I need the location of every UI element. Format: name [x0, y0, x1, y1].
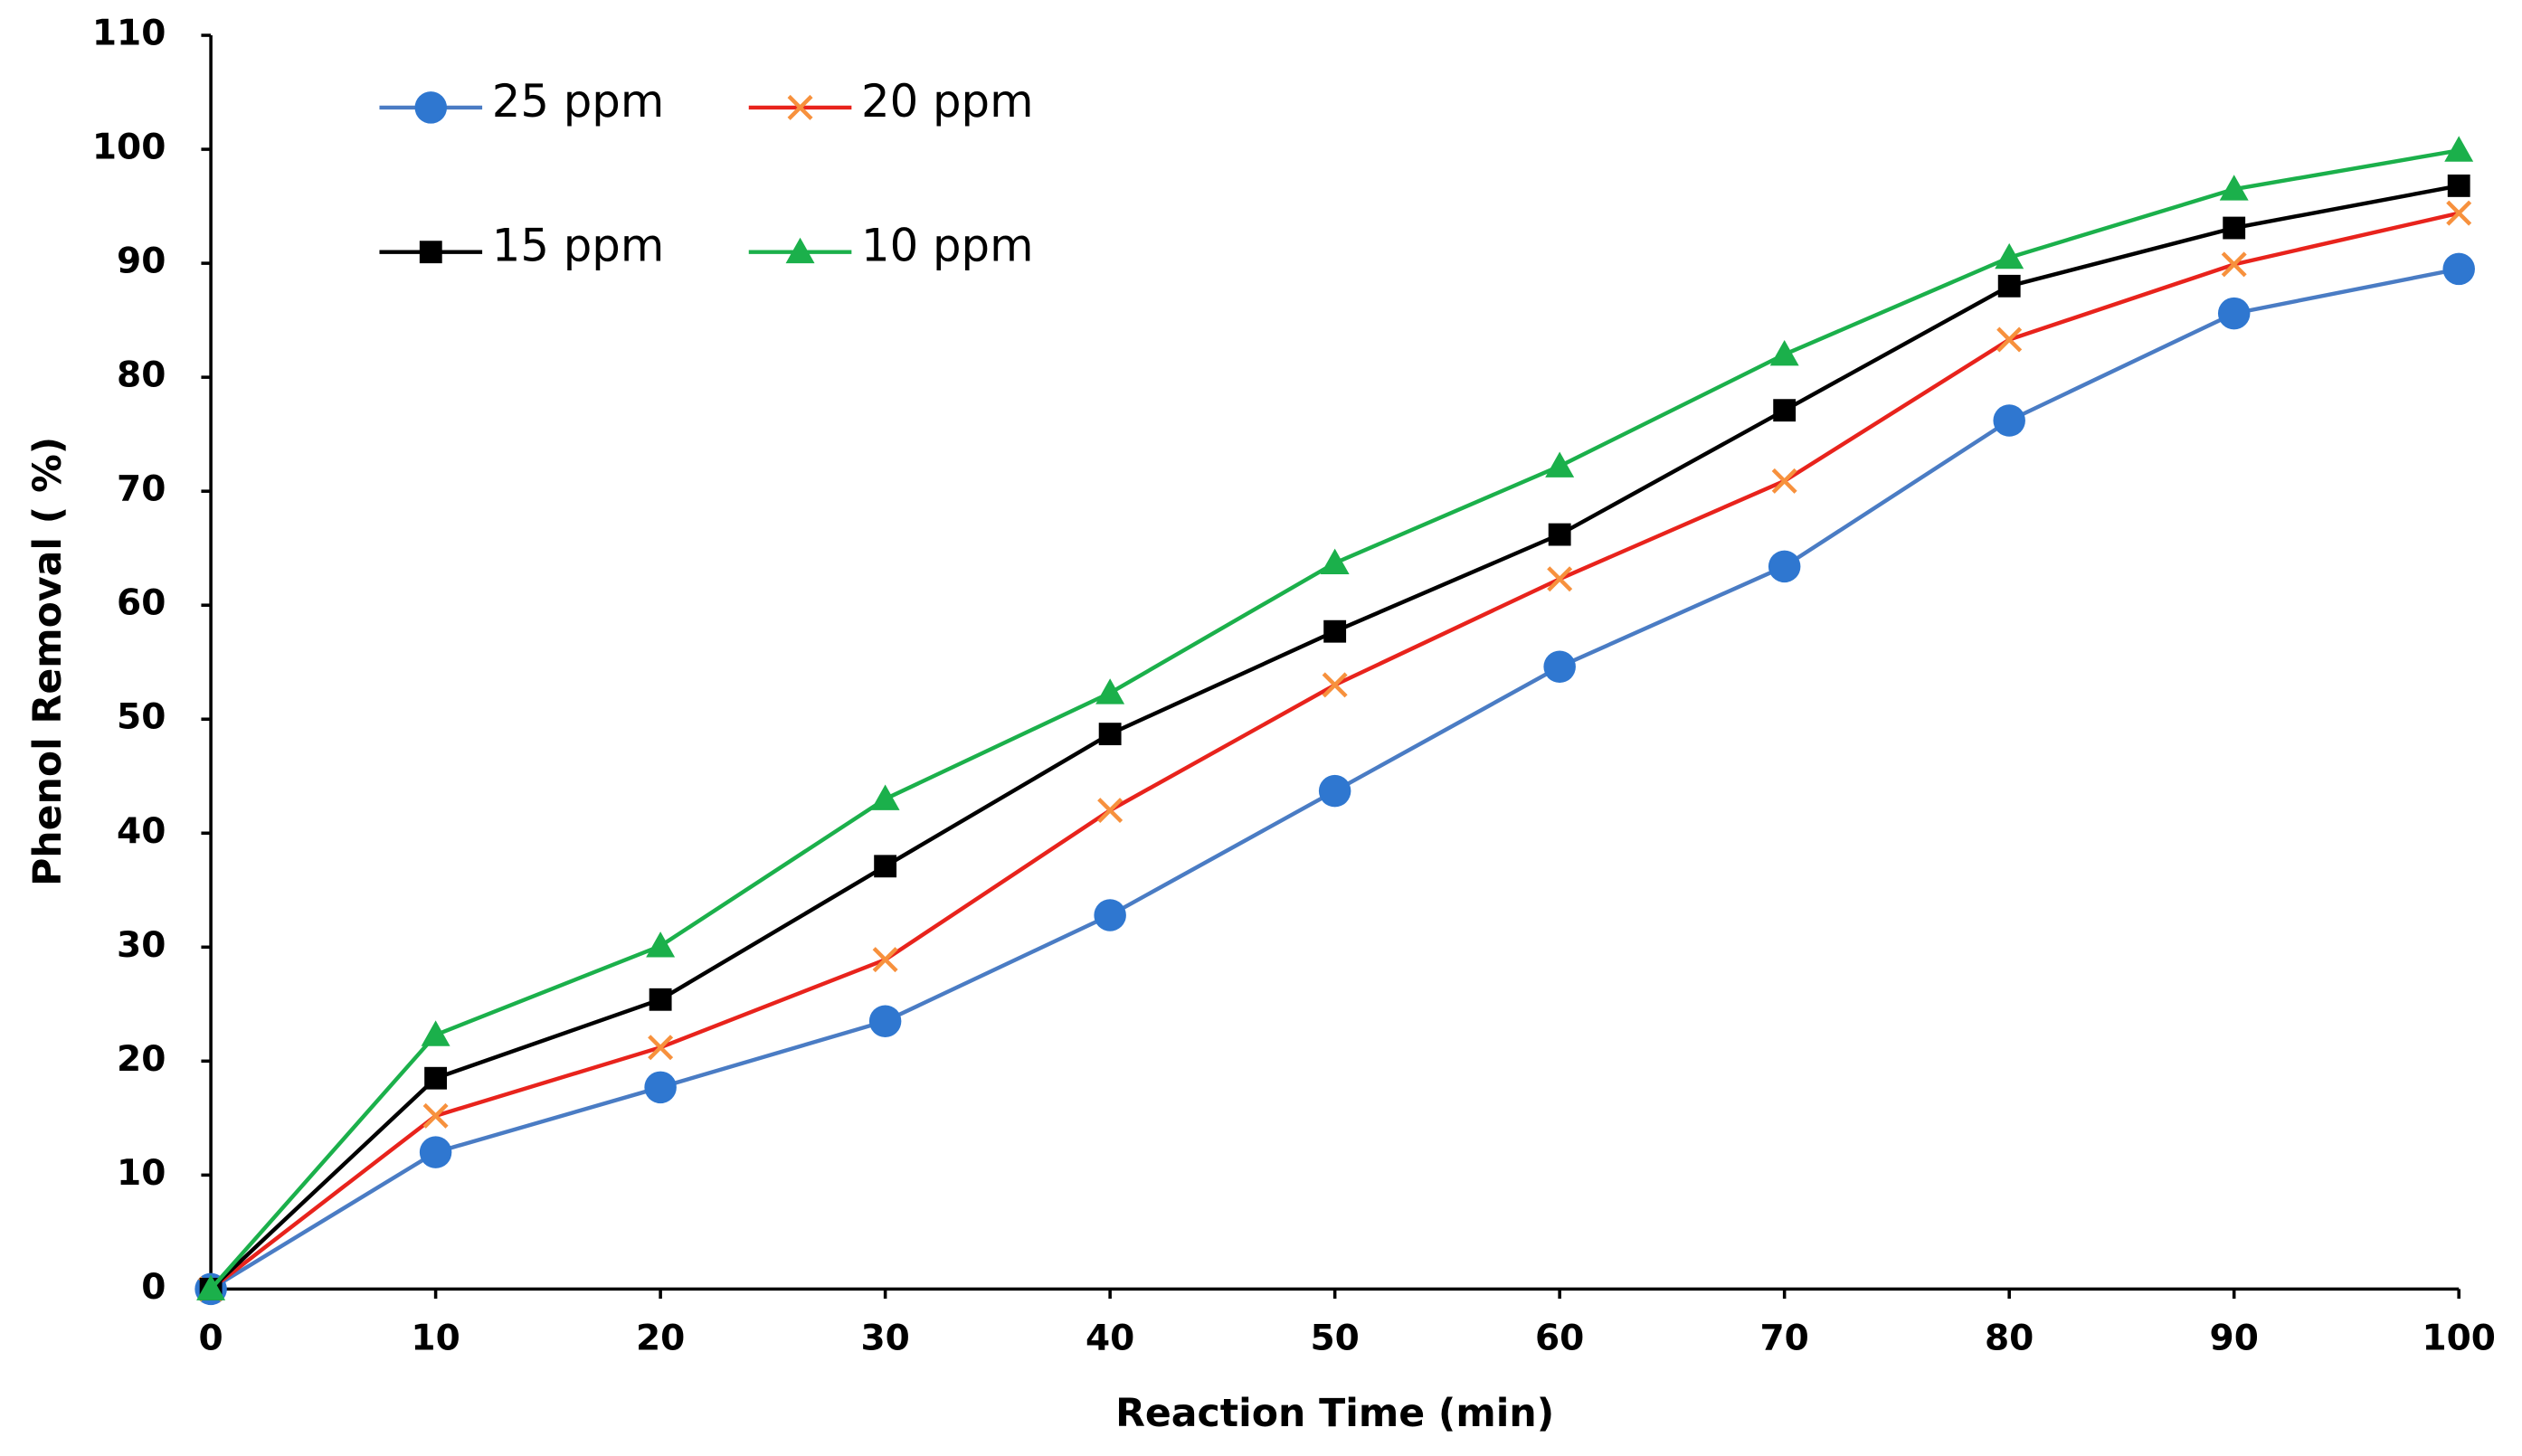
legend-label: 20 ppm — [861, 75, 1034, 128]
x-tick-label: 80 — [1985, 1319, 2034, 1359]
legend-item: 25 ppm — [379, 75, 664, 128]
point — [1320, 548, 1350, 575]
point — [196, 1274, 226, 1300]
legend-label: 10 ppm — [861, 220, 1034, 272]
y-tick-label: 20 — [117, 1039, 166, 1080]
point — [1547, 566, 1573, 592]
x-tick-label: 10 — [411, 1319, 460, 1359]
point — [1771, 468, 1797, 494]
point — [1097, 798, 1124, 824]
point — [1322, 672, 1348, 698]
x-tick-label: 0 — [199, 1319, 223, 1359]
point — [649, 988, 672, 1011]
point — [870, 784, 900, 810]
point — [2219, 175, 2249, 201]
point — [646, 931, 676, 958]
point — [644, 1071, 677, 1104]
point — [1094, 899, 1126, 931]
x-tick-label: 30 — [860, 1319, 909, 1359]
x-tick-label: 100 — [2422, 1319, 2496, 1359]
y-tick-label: 110 — [92, 14, 166, 54]
point — [874, 855, 897, 878]
series-line — [209, 184, 2460, 1291]
point — [1318, 774, 1351, 808]
legend-marker — [414, 91, 448, 124]
point — [1545, 451, 1575, 477]
y-axis-title: Phenol Removal ( %) — [25, 437, 71, 886]
point — [1098, 723, 1122, 746]
point — [1997, 274, 2021, 298]
point — [422, 1102, 449, 1129]
y-tick-label: 10 — [117, 1153, 166, 1194]
point — [1773, 399, 1797, 422]
point — [1769, 339, 1799, 366]
point — [1095, 678, 1125, 704]
point — [868, 1005, 902, 1037]
y-tick-label: 60 — [117, 583, 166, 624]
legend-item: 15 ppm — [379, 220, 664, 272]
point — [2221, 251, 2247, 278]
point — [421, 1020, 450, 1046]
legend-item: 20 ppm — [748, 75, 1034, 128]
point — [1996, 326, 2023, 353]
y-tick-label: 50 — [117, 697, 166, 738]
legend-label: 15 ppm — [492, 220, 665, 272]
point — [1323, 619, 1347, 643]
point — [2217, 297, 2251, 330]
point — [872, 947, 898, 973]
y-tick-label: 0 — [141, 1267, 166, 1308]
x-axis-title: Reaction Time (min) — [1115, 1391, 1554, 1436]
x-tick-label: 50 — [1310, 1319, 1359, 1359]
legend-item: 10 ppm — [748, 220, 1034, 272]
point — [424, 1066, 448, 1090]
point — [1768, 550, 1801, 583]
y-tick-label: 30 — [117, 925, 166, 966]
y-tick-label: 90 — [117, 241, 166, 282]
x-tick-label: 70 — [1760, 1319, 1809, 1359]
point — [1543, 650, 1576, 684]
point — [2442, 252, 2475, 286]
legend-marker — [419, 241, 442, 264]
x-tick-label: 90 — [2210, 1319, 2259, 1359]
point — [1993, 404, 2025, 437]
x-tick-label: 20 — [636, 1319, 685, 1359]
y-tick-label: 40 — [117, 811, 166, 852]
y-tick-label: 100 — [92, 128, 166, 168]
legend-label: 25 ppm — [492, 75, 665, 128]
point — [1548, 523, 1571, 546]
y-tick-label: 80 — [117, 355, 166, 396]
point — [1995, 242, 2024, 269]
x-tick-label: 60 — [1535, 1319, 1584, 1359]
point — [2444, 136, 2474, 162]
legend-marker — [785, 237, 815, 264]
point — [2446, 200, 2472, 226]
x-tick-label: 40 — [1086, 1319, 1134, 1359]
legend-marker — [787, 94, 813, 120]
point — [2447, 174, 2470, 197]
series-line — [209, 211, 2460, 1291]
point — [648, 1035, 674, 1061]
point — [2223, 216, 2246, 240]
y-tick-label: 70 — [117, 469, 166, 510]
point — [419, 1136, 452, 1168]
